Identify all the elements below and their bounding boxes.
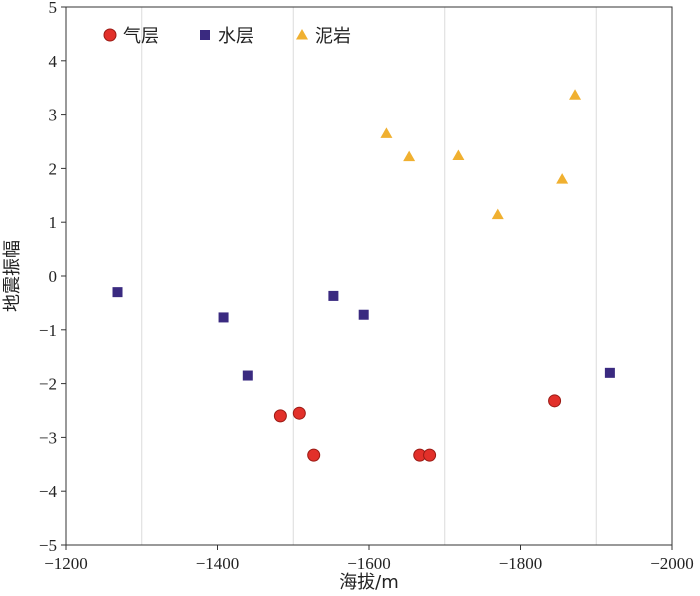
y-tick-label: 5: [49, 0, 58, 17]
y-tick-label: −4: [39, 482, 58, 501]
y-tick-label: 0: [49, 267, 58, 286]
y-axis-title: 地震振幅: [2, 240, 23, 312]
y-tick-label: 4: [49, 52, 58, 71]
x-tick-label: −1400: [196, 554, 240, 573]
square-data-point: [112, 287, 123, 298]
circle-data-point: [423, 448, 437, 462]
y-tick-label: 1: [49, 213, 58, 232]
square-data-point: [242, 370, 253, 381]
axis-ticks: −1200 −1400 −1600 −1800 −2000 −5 −4 −3 −2 −1 0 1 2 3 4…: [39, 0, 694, 573]
square-data-point: [328, 290, 339, 301]
data-points: [112, 89, 615, 462]
square-data-point: [358, 309, 369, 320]
grid-lines: [141, 7, 597, 545]
triangle-data-point: [569, 89, 582, 100]
y-tick-label: −1: [39, 321, 57, 340]
legend-square-icon: [200, 30, 210, 40]
y-tick-label: −5: [39, 536, 57, 555]
circle-data-point: [548, 394, 562, 408]
triangle-data-point: [556, 173, 569, 184]
triangle-data-point: [380, 127, 393, 138]
y-tick-label: 2: [49, 159, 58, 178]
x-tick-label: −1600: [347, 554, 391, 573]
x-axis-title: 海拔/m: [339, 572, 399, 593]
legend-triangle-icon: [296, 29, 308, 40]
triangle-data-point: [491, 208, 504, 220]
circle-data-point: [292, 406, 306, 420]
y-tick-label: −2: [39, 375, 57, 394]
square-data-point: [604, 367, 615, 378]
plot-area-frame: [65, 6, 673, 546]
square-data-point: [218, 312, 229, 323]
legend-label: 气层: [123, 26, 159, 47]
circle-data-point: [307, 448, 321, 462]
y-tick-label: 3: [49, 106, 58, 125]
circle-data-point: [273, 409, 287, 423]
legend-label: 泥岩: [315, 26, 351, 47]
x-tick-label: −1200: [44, 554, 88, 573]
legend: 气层 水层 泥岩: [103, 26, 351, 47]
legend-label: 水层: [218, 26, 254, 47]
y-tick-label: −3: [39, 428, 57, 447]
legend-circle-icon: [103, 28, 117, 42]
triangle-data-point: [403, 150, 416, 162]
x-tick-label: −2000: [650, 554, 694, 573]
x-tick-label: −1800: [499, 554, 543, 573]
triangle-data-point: [452, 149, 465, 160]
